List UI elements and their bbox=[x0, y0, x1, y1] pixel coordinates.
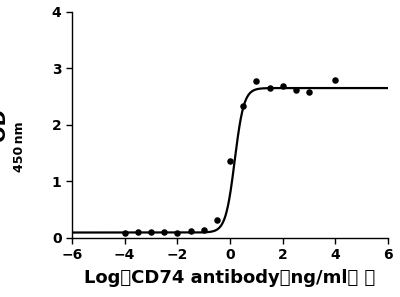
Point bbox=[174, 230, 180, 235]
Point bbox=[214, 217, 220, 222]
Text: 450 nm: 450 nm bbox=[13, 122, 26, 172]
Text: OD: OD bbox=[0, 108, 9, 141]
Point bbox=[306, 90, 312, 94]
Point bbox=[293, 87, 299, 92]
Point bbox=[253, 78, 260, 83]
X-axis label: Log（CD74 antibody（ng/ml） ）: Log（CD74 antibody（ng/ml） ） bbox=[84, 269, 376, 287]
Point bbox=[332, 77, 338, 82]
Point bbox=[122, 230, 128, 235]
Point bbox=[280, 84, 286, 89]
Point bbox=[240, 104, 246, 108]
Point bbox=[161, 230, 167, 234]
Point bbox=[266, 86, 273, 91]
Point bbox=[227, 159, 233, 164]
Point bbox=[187, 229, 194, 234]
Point bbox=[135, 230, 141, 234]
Point bbox=[200, 228, 207, 233]
Point bbox=[148, 230, 154, 234]
